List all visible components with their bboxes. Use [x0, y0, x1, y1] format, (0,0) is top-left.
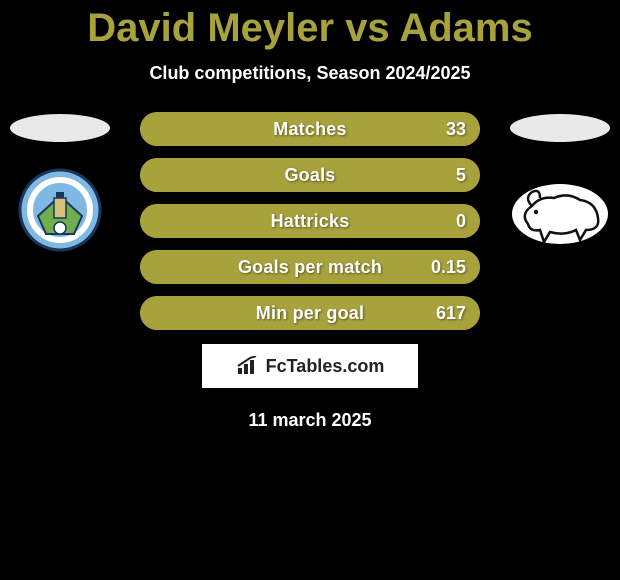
stat-bars: Matches 33 Goals 5 Hattricks 0 Goals per…: [140, 112, 480, 330]
stat-value: 0.15: [431, 257, 466, 278]
bar-chart-icon: [236, 356, 260, 376]
stat-value: 0: [456, 211, 466, 232]
club-badge-right: [510, 168, 610, 252]
stat-label: Goals per match: [140, 257, 480, 278]
page-title: David Meyler vs Adams: [0, 0, 620, 51]
stat-value: 617: [436, 303, 466, 324]
stat-bar: Hattricks 0: [140, 204, 480, 238]
stat-label: Goals: [140, 165, 480, 186]
stat-label: Min per goal: [140, 303, 480, 324]
stat-label: Matches: [140, 119, 480, 140]
stat-label: Hattricks: [140, 211, 480, 232]
date-text: 11 march 2025: [0, 410, 620, 431]
stat-value: 5: [456, 165, 466, 186]
stat-bar: Min per goal 617: [140, 296, 480, 330]
comparison-panel: Matches 33 Goals 5 Hattricks 0 Goals per…: [0, 112, 620, 431]
player2-name: Adams: [399, 6, 532, 50]
vs-text: vs: [345, 6, 390, 50]
stat-bar: Goals 5: [140, 158, 480, 192]
brand-text: FcTables.com: [266, 356, 385, 377]
player2-portrait-placeholder: [510, 114, 610, 142]
derby-ram-icon: [510, 174, 610, 246]
coventry-badge-icon: [10, 168, 110, 252]
player1-portrait-placeholder: [10, 114, 110, 142]
brand-box: FcTables.com: [202, 344, 418, 388]
club-badge-left: [10, 168, 110, 252]
stat-value: 33: [446, 119, 466, 140]
stat-bar: Goals per match 0.15: [140, 250, 480, 284]
stat-bar: Matches 33: [140, 112, 480, 146]
player1-name: David Meyler: [87, 6, 334, 50]
subtitle: Club competitions, Season 2024/2025: [0, 63, 620, 84]
